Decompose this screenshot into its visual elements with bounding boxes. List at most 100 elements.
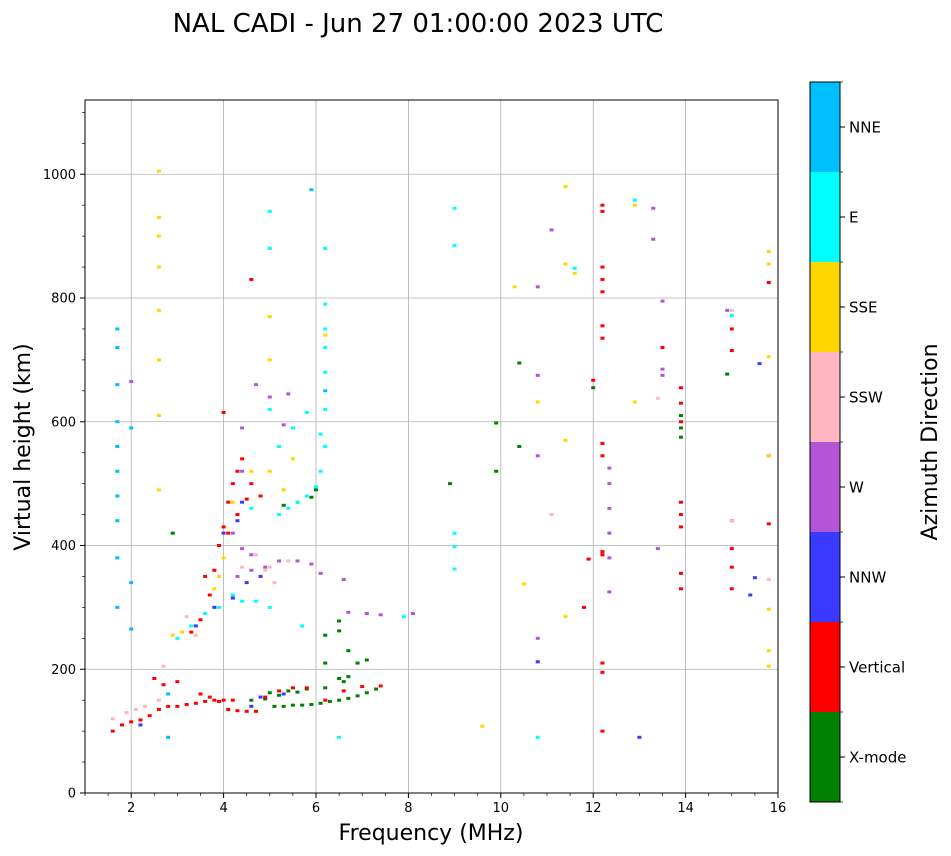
- data-point: [207, 695, 212, 699]
- data-point: [272, 704, 277, 708]
- data-point: [244, 581, 249, 585]
- data-point: [660, 373, 665, 377]
- data-point: [226, 531, 231, 535]
- data-point: [161, 683, 166, 687]
- data-point: [600, 336, 605, 340]
- data-point: [323, 370, 328, 374]
- data-point: [193, 633, 198, 637]
- data-point: [374, 687, 379, 691]
- data-point: [304, 494, 309, 498]
- data-point: [678, 420, 683, 424]
- data-point: [452, 206, 457, 210]
- data-point: [115, 556, 120, 560]
- data-point: [249, 469, 254, 473]
- data-point: [166, 692, 171, 696]
- data-point: [323, 633, 328, 637]
- colorbar-label: SSE: [849, 299, 878, 317]
- data-point: [318, 701, 323, 705]
- data-point: [591, 386, 596, 390]
- data-point: [364, 612, 369, 616]
- data-point: [240, 469, 245, 473]
- data-point: [766, 281, 771, 285]
- data-point: [115, 383, 120, 387]
- gridlines: [85, 100, 779, 794]
- data-point: [314, 488, 318, 492]
- data-point: [221, 698, 226, 702]
- data-point: [258, 494, 263, 498]
- data-point: [678, 587, 683, 591]
- data-point: [129, 581, 134, 585]
- data-point: [240, 457, 245, 461]
- data-point: [337, 629, 342, 633]
- data-point: [323, 327, 328, 331]
- data-point: [766, 664, 771, 668]
- data-point: [249, 506, 254, 510]
- data-point: [600, 203, 605, 207]
- data-point: [355, 661, 360, 665]
- data-point: [156, 308, 161, 312]
- data-point: [766, 262, 771, 266]
- data-point: [452, 545, 457, 549]
- data-point: [600, 729, 605, 733]
- data-point: [253, 553, 258, 557]
- data-point: [678, 414, 683, 418]
- data-point: [175, 704, 180, 708]
- data-point: [563, 185, 568, 189]
- data-point: [129, 426, 134, 430]
- data-point: [249, 704, 254, 708]
- data-point: [115, 327, 120, 331]
- data-point: [364, 691, 369, 695]
- data-point: [729, 547, 734, 551]
- x-tick-label: 10: [493, 801, 510, 816]
- data-point: [115, 420, 120, 424]
- data-point: [535, 373, 540, 377]
- data-point: [156, 707, 161, 711]
- data-point: [290, 426, 295, 430]
- data-point: [678, 426, 683, 430]
- data-point: [323, 407, 328, 411]
- data-point: [156, 488, 161, 492]
- data-point: [216, 544, 221, 547]
- data-point: [286, 689, 291, 693]
- data-point: [651, 237, 656, 241]
- data-point: [318, 432, 323, 436]
- data-point: [725, 308, 730, 312]
- data-point: [263, 695, 268, 699]
- y-tick-label: 0: [68, 787, 76, 802]
- data-point: [161, 664, 166, 668]
- series-w: [129, 206, 771, 640]
- data-point: [314, 485, 318, 489]
- data-point: [198, 692, 203, 696]
- data-point: [452, 531, 457, 535]
- data-point: [295, 500, 300, 504]
- series-x-mode: [170, 361, 730, 708]
- data-point: [600, 454, 605, 458]
- data-point: [327, 699, 332, 703]
- data-point: [586, 557, 591, 561]
- data-point: [119, 723, 124, 727]
- x-axis-ticks: 2 4 6 8 10 12 14 16: [84, 793, 787, 816]
- data-point: [175, 680, 180, 684]
- data-point: [678, 401, 683, 405]
- y-axis-label: Virtual height (km): [11, 343, 36, 550]
- x-tick-label: 16: [770, 801, 787, 816]
- data-point: [607, 556, 612, 560]
- series-nnw: [138, 362, 762, 739]
- data-point: [115, 346, 120, 349]
- data-point: [226, 707, 231, 711]
- data-point: [235, 709, 240, 713]
- x-tick-label: 6: [312, 801, 320, 816]
- data-point: [600, 265, 605, 269]
- data-point: [452, 567, 457, 571]
- data-point: [535, 454, 540, 458]
- data-point: [253, 709, 258, 713]
- data-point: [591, 378, 596, 382]
- x-tick-label: 4: [219, 801, 227, 816]
- data-point: [766, 649, 771, 653]
- data-point: [277, 445, 282, 448]
- data-point: [207, 593, 212, 597]
- data-point: [281, 488, 286, 492]
- data-point: [678, 435, 683, 439]
- data-point: [729, 349, 734, 353]
- y-tick-label: 800: [51, 292, 76, 307]
